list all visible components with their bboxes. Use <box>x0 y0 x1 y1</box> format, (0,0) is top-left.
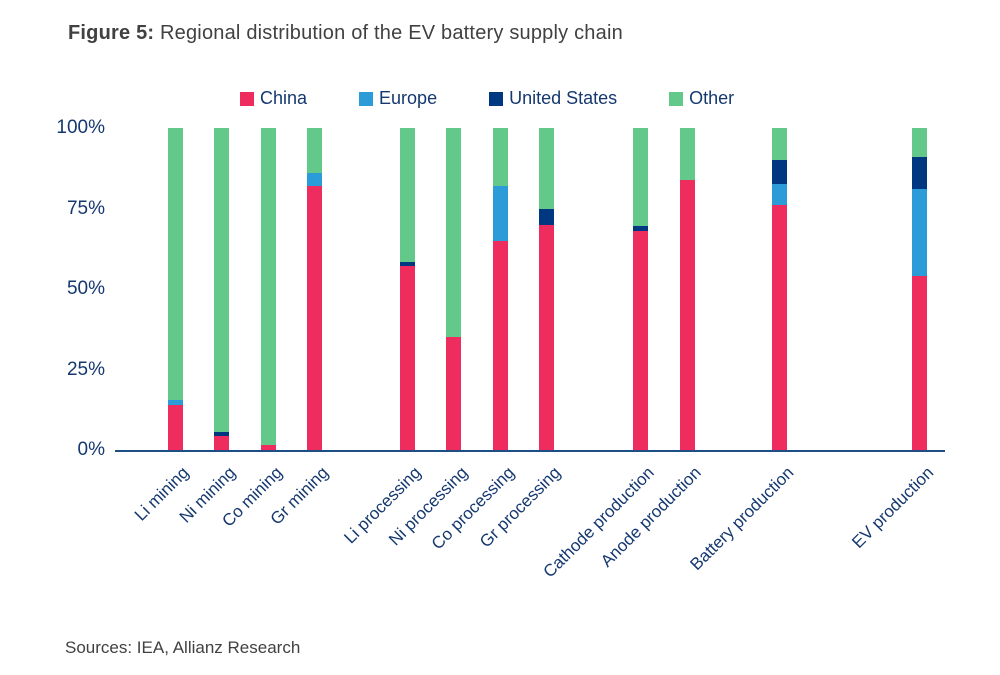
segment-other <box>493 128 508 186</box>
segment-china <box>307 185 322 450</box>
segment-china <box>446 337 461 450</box>
legend-item-china: China <box>240 88 307 109</box>
segment-china <box>772 205 787 450</box>
segment-china <box>261 445 276 450</box>
segment-china <box>493 240 508 450</box>
legend-item-united-states: United States <box>489 88 617 109</box>
segment-europe <box>168 400 183 405</box>
segment-other <box>633 128 648 227</box>
segment-china <box>633 231 648 450</box>
legend-swatch-united-states <box>489 91 504 106</box>
bar-gr-processing <box>539 128 554 450</box>
segment-other <box>168 128 183 401</box>
legend-swatch-china <box>240 91 254 106</box>
bar-anode-production <box>680 128 695 450</box>
segment-china <box>912 276 927 450</box>
segment-united-states <box>214 432 229 436</box>
segment-china <box>539 224 554 450</box>
figure-title-text: Regional distribution of the EV battery … <box>154 22 623 44</box>
x-axis-baseline <box>115 450 945 452</box>
segment-other <box>772 128 787 161</box>
segment-europe <box>772 184 787 206</box>
segment-europe <box>307 173 322 186</box>
segment-other <box>400 128 415 262</box>
bar-li-processing <box>400 128 415 450</box>
segment-united-states <box>400 261 415 267</box>
y-tick-label: 0% <box>77 439 105 460</box>
segment-other <box>307 128 322 174</box>
y-tick-label: 100% <box>56 117 105 138</box>
legend-label: United States <box>509 88 618 108</box>
segment-other <box>539 128 554 209</box>
segment-other <box>261 128 276 446</box>
bar-li-mining <box>168 128 183 450</box>
segment-united-states <box>772 160 787 185</box>
bar-ni-processing <box>446 128 461 450</box>
segment-china <box>400 266 415 450</box>
segment-united-states <box>539 208 554 225</box>
y-tick-label: 25% <box>66 358 105 380</box>
bar-ni-mining <box>214 128 229 450</box>
segment-other <box>214 128 229 433</box>
segment-europe <box>912 189 927 277</box>
legend-label: China <box>260 88 308 108</box>
bar-ev-production <box>912 128 927 450</box>
source-note: Sources: IEA, Allianz Research <box>65 638 301 657</box>
bar-co-processing <box>493 128 508 450</box>
x-label-gr-processing: Gr processing <box>475 463 564 552</box>
figure-number: Figure 5: <box>68 22 155 44</box>
legend-label: Europe <box>379 88 438 108</box>
legend-item-europe: Europe <box>359 88 437 109</box>
segment-china <box>168 404 183 450</box>
bar-gr-mining <box>307 128 322 450</box>
legend-label: Other <box>689 88 735 108</box>
legend-swatch-other <box>669 91 684 106</box>
figure-title: Figure 5: Regional distribution of the E… <box>68 22 623 45</box>
segment-other <box>680 128 695 180</box>
segment-other <box>446 128 461 338</box>
segment-china <box>214 435 229 450</box>
legend-swatch-europe <box>359 91 374 106</box>
y-tick-label: 75% <box>66 197 105 219</box>
segment-other <box>912 128 927 157</box>
bar-battery-production <box>772 128 787 450</box>
x-label-ev-production: EV production <box>847 463 937 552</box>
segment-united-states <box>633 226 648 232</box>
legend-item-other: Other <box>669 88 734 109</box>
segment-united-states <box>912 157 927 190</box>
bar-cathode-production <box>633 128 648 450</box>
y-tick-label: 50% <box>66 278 105 299</box>
segment-europe <box>493 185 508 241</box>
segment-china <box>680 179 695 450</box>
bar-co-mining <box>261 128 276 450</box>
chart-legend: China Europe United States Other <box>240 88 734 109</box>
